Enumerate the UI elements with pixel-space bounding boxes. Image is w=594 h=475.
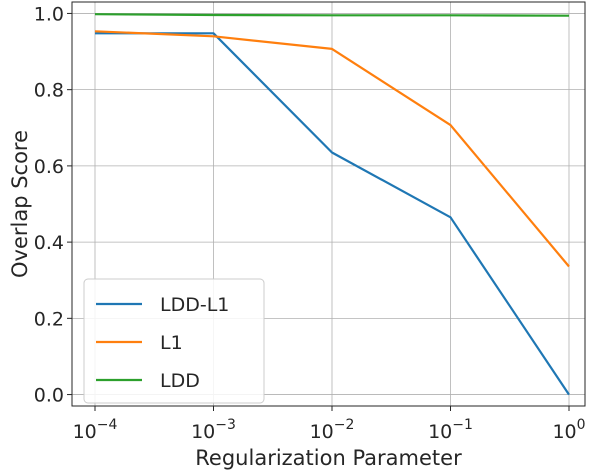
y-tick-label: 0.0: [34, 385, 64, 407]
legend-label-ldd-l1: LDD-L1: [160, 294, 229, 316]
series-line-ldd-l1: [95, 32, 570, 396]
x-tick-label: 10−4: [73, 417, 118, 443]
y-tick-label: 0.6: [34, 156, 64, 178]
y-tick-label: 0.8: [34, 80, 64, 102]
series-lines: [94, 13, 570, 396]
legend-label-l1: L1: [160, 332, 183, 354]
x-tick-label: 10−2: [310, 417, 355, 443]
legend-box: [83, 278, 265, 404]
legend: LDD-L1 L1 LDD: [83, 278, 265, 404]
legend-label-ldd: LDD: [160, 370, 200, 392]
y-tick-labels: 0.0 0.2 0.4 0.6 0.8 1.0: [34, 3, 72, 407]
y-tick-label: 0.2: [34, 308, 64, 330]
y-tick-label: 1.0: [34, 3, 64, 25]
series-line-l1: [94, 30, 570, 268]
x-tick-label: 10−1: [428, 417, 473, 443]
x-tick-label: 10−3: [191, 417, 236, 443]
plot-frame: [71, 1, 586, 407]
x-tick-labels: 10−4 10−3 10−2 10−1 100: [73, 406, 586, 443]
series-line-ldd: [94, 13, 570, 17]
y-tick-label: 0.4: [34, 232, 64, 254]
y-axis-label: Overlap Score: [8, 130, 32, 278]
x-tick-label: 100: [552, 417, 585, 443]
x-axis-label: Regularization Parameter: [195, 446, 462, 470]
